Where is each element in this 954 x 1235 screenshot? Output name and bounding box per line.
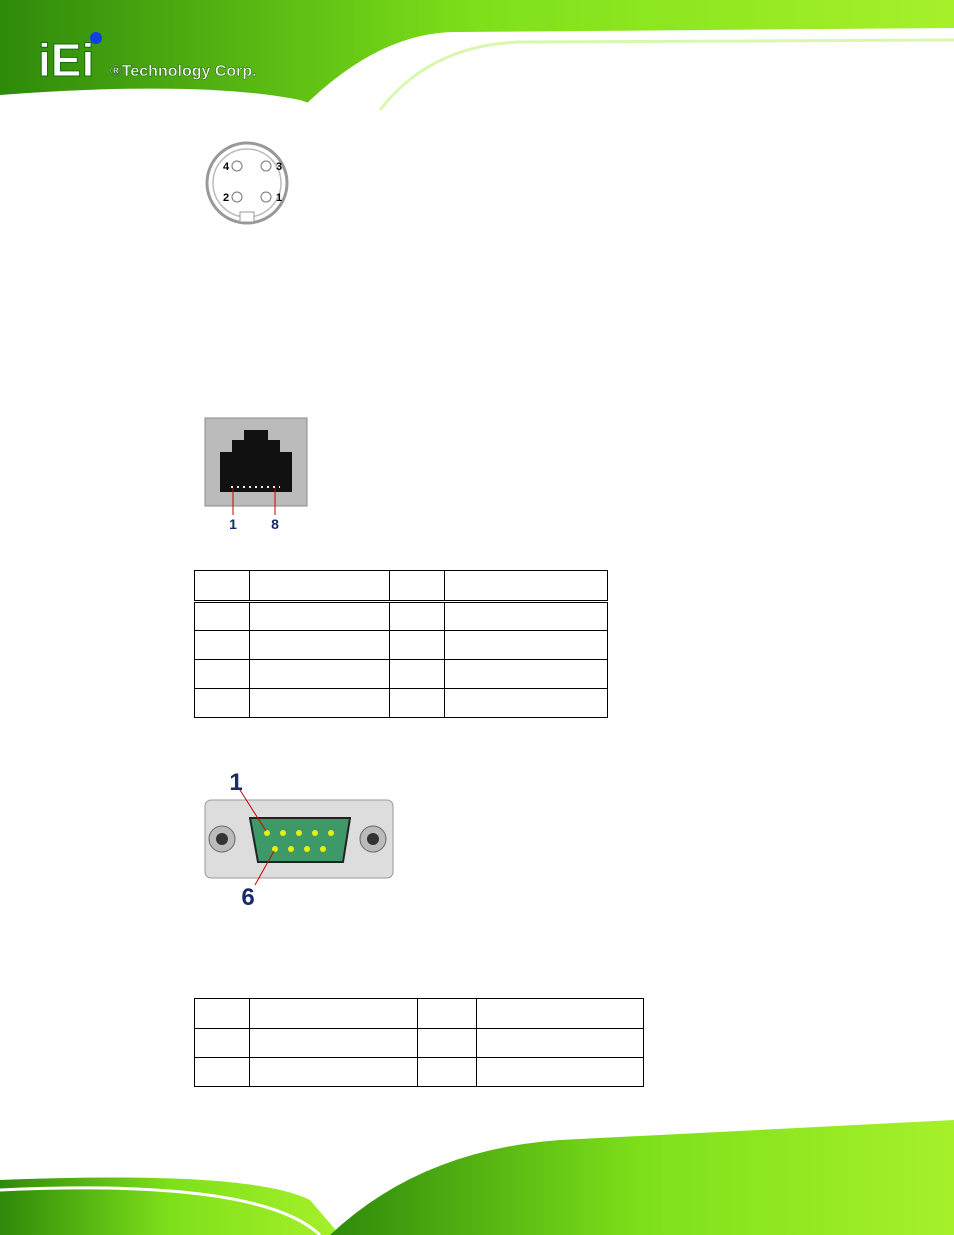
ps2-diagram: 4 3 2 1 xyxy=(205,141,289,225)
pin-label: 1 xyxy=(229,769,242,796)
pin-label: 6 xyxy=(241,884,254,911)
pin-label: 4 xyxy=(223,161,230,173)
pin-label: 1 xyxy=(276,192,282,204)
rj45-diagram: 1 8 xyxy=(204,417,308,532)
footer-banner xyxy=(0,1120,954,1235)
pin-label: 2 xyxy=(223,192,229,204)
pin-label: 3 xyxy=(276,161,282,173)
company-name: ®Technology Corp. xyxy=(110,63,257,80)
db9-pin-table xyxy=(194,998,644,1087)
logo: iEi xyxy=(38,34,94,86)
pin-label: 8 xyxy=(271,516,279,532)
pin-label: 1 xyxy=(229,516,237,532)
header-banner: iEi ®Technology Corp. xyxy=(0,0,954,111)
rj45-pin-table xyxy=(194,570,608,718)
db9-diagram: 1 6 xyxy=(204,769,394,911)
